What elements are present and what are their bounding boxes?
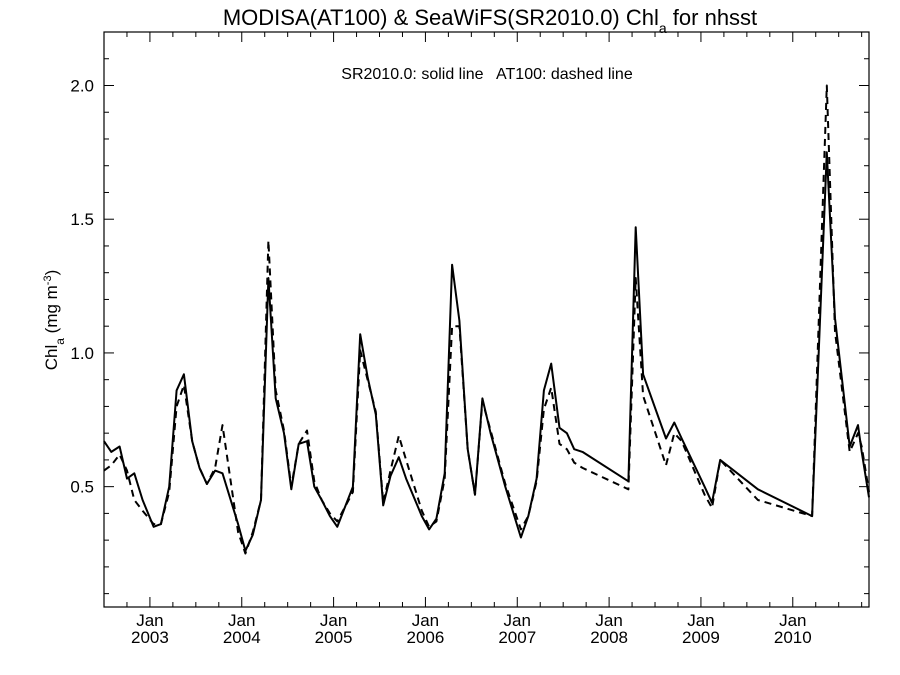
x-tick-month-label: Jan <box>320 611 347 630</box>
x-tick-month-label: Jan <box>687 611 714 630</box>
y-tick-labels: 0.5 1.0 1.5 2.0 <box>70 76 94 496</box>
y-tick-label: 1.0 <box>70 344 94 363</box>
x-tick-month-label: Jan <box>595 611 622 630</box>
x-tick-year-label: 2005 <box>315 628 353 647</box>
y-tick-label: 0.5 <box>70 478 94 497</box>
x-tick-month-label: Jan <box>228 611 255 630</box>
x-tick-year-label: 2008 <box>590 628 628 647</box>
series-line-solid <box>103 151 870 552</box>
y-tick-label: 1.5 <box>70 210 94 229</box>
x-tick-year-label: 2007 <box>498 628 536 647</box>
x-tick-month-label: Jan <box>412 611 439 630</box>
x-tick-month-label: Jan <box>504 611 531 630</box>
x-tick-labels: Jan2003Jan2004Jan2005Jan2006Jan2007Jan20… <box>131 611 812 647</box>
x-tick-year-label: 2010 <box>774 628 812 647</box>
x-tick-year-label: 2006 <box>407 628 445 647</box>
axis-ticks <box>103 31 869 607</box>
x-tick-year-label: 2004 <box>223 628 261 647</box>
y-tick-label: 2.0 <box>70 76 94 95</box>
series-line-dashed <box>103 84 870 555</box>
chart-title: MODISA(AT100) & SeaWiFS(SR2010.0) Chla f… <box>223 5 757 36</box>
y-axis-label: Chla (mg m-3) <box>42 270 67 371</box>
series-layer <box>103 84 870 555</box>
plot-frame <box>103 31 870 608</box>
x-tick-month-label: Jan <box>779 611 806 630</box>
x-tick-year-label: 2009 <box>682 628 720 647</box>
x-tick-month-label: Jan <box>136 611 163 630</box>
x-tick-year-label: 2003 <box>131 628 169 647</box>
line-style-note: SR2010.0: solid line AT100: dashed line <box>341 66 633 83</box>
